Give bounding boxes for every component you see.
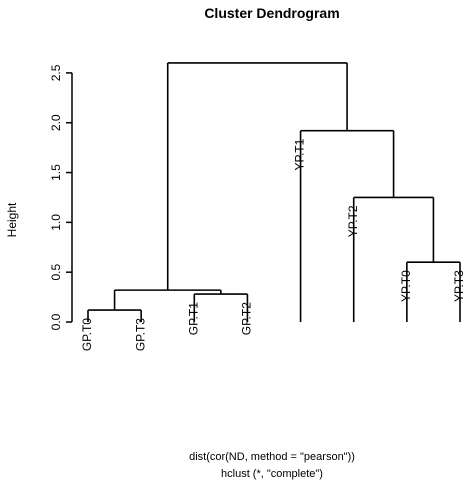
y-ticks: 0.0 0.5 1.0 1.5 2.0 2.5 <box>49 64 72 330</box>
y-tick-label: 2.0 <box>49 114 63 131</box>
leaf-label: YP.T1 <box>293 138 307 170</box>
y-tick-label: 1.0 <box>49 214 63 231</box>
x-axis-label-line-2: hclust (*, "complete") <box>221 468 323 480</box>
x-axis-label-line-1: dist(cor(ND, method = "pearson")) <box>189 451 355 463</box>
leaf-label: YP.T3 <box>452 270 466 302</box>
y-tick-label: 0.5 <box>49 264 63 281</box>
leaf-label: YP.T2 <box>346 205 360 237</box>
chart-title: Cluster Dendrogram <box>204 5 339 21</box>
leaf-label: GP.T2 <box>240 302 254 335</box>
y-axis-label: Height <box>5 202 19 237</box>
leaf-label: YP.T0 <box>399 270 413 302</box>
y-tick-label: 0.0 <box>49 313 63 330</box>
y-tick-label: 2.5 <box>49 64 63 81</box>
leaf-label: GP.T3 <box>133 318 147 351</box>
dendrogram-branches <box>87 62 461 322</box>
leaf-labels: GP.T0 GP.T3 GP.T1 GP.T2 YP.T1 YP.T2 YP.T0 YP.T3 <box>80 138 466 351</box>
leaf-label: GP.T0 <box>80 318 94 351</box>
leaf-label: GP.T1 <box>186 302 200 335</box>
y-tick-label: 1.5 <box>49 164 63 181</box>
